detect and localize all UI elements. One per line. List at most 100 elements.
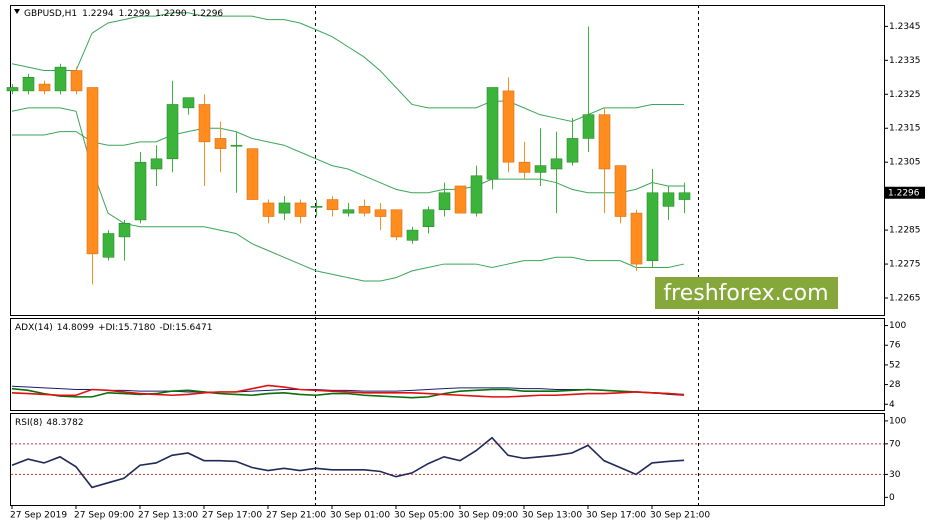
- x-tick-label: 27 Sep 21:00: [266, 511, 326, 521]
- candle-body: [262, 202, 275, 217]
- candle-body: [662, 192, 675, 207]
- indicator-line: [11, 384, 685, 398]
- indicator-line: [11, 436, 685, 489]
- chart-header: GBPUSD,H1 1.2294 1.2299 1.2290 1.2296: [24, 9, 223, 19]
- candle-body: [54, 66, 67, 92]
- y-tick-label: 28: [889, 380, 901, 390]
- candle-body: [278, 202, 291, 214]
- x-tick-label: 30 Sep 01:00: [330, 511, 390, 521]
- y-tick-label: 1.2345: [889, 22, 921, 32]
- candle-body: [566, 138, 579, 163]
- candle-body: [118, 223, 131, 238]
- candle-body: [406, 229, 419, 241]
- series-name: RSI(8): [15, 418, 42, 428]
- candle-body: [6, 87, 19, 92]
- indicator-line: [11, 387, 685, 399]
- menu-arrow: [14, 9, 20, 14]
- candle-body: [614, 165, 627, 217]
- y-tick-label: 100: [889, 321, 906, 331]
- candle-body: [582, 114, 595, 139]
- watermark-box: [655, 277, 838, 309]
- y-tick-label: 76: [889, 341, 901, 351]
- series-last-value: 48.3782: [46, 418, 83, 428]
- candle-body: [390, 209, 403, 238]
- x-tick-label: 27 Sep 09:00: [74, 511, 134, 521]
- x-tick-label: 30 Sep 21:00: [650, 511, 710, 521]
- indicator-header: RSI(8) 48.3782: [15, 418, 84, 428]
- main-panel: [10, 5, 885, 316]
- candle-body: [326, 199, 339, 211]
- header-low: 1.2290: [155, 9, 187, 19]
- current-price-box: [885, 186, 925, 199]
- header-open: 1.2294: [82, 9, 114, 19]
- series-last-value: 15.6471: [175, 323, 212, 333]
- indicator-line: [11, 385, 685, 396]
- candle-body: [470, 175, 483, 214]
- candle-body: [198, 104, 211, 143]
- x-tick-label: 27 Sep 17:00: [202, 511, 262, 521]
- candle-body: [166, 104, 179, 160]
- candle-body: [134, 161, 147, 221]
- series-name: -DI:: [159, 323, 175, 333]
- candle-body: [230, 144, 243, 147]
- candle-body: [246, 148, 259, 200]
- band-line: [11, 12, 684, 122]
- x-tick-label: 27 Sep 13:00: [138, 511, 198, 521]
- indicator-header: ADX(14) 14.8099 +DI:15.7180 -DI:15.6471: [15, 323, 212, 333]
- candle-body: [502, 90, 515, 163]
- y-tick-label: 1.2275: [889, 260, 921, 270]
- chart-title: GBPUSD,H1: [24, 9, 77, 19]
- candle-body: [86, 87, 99, 255]
- candle-body: [422, 209, 435, 228]
- y-tick-label: 52: [889, 360, 900, 370]
- header-high: 1.2299: [119, 9, 151, 19]
- header-close: 1.2296: [192, 9, 224, 19]
- candle-body: [70, 70, 83, 92]
- x-tick-label: 30 Sep 17:00: [586, 511, 646, 521]
- candle-body: [38, 83, 51, 92]
- watermark: freshforex.com: [663, 281, 828, 306]
- y-tick-label: 1.2325: [889, 90, 921, 100]
- x-tick-label: 27 Sep 2019: [10, 511, 67, 521]
- candle-body: [678, 192, 691, 200]
- x-tick-label: 30 Sep 13:00: [522, 511, 582, 521]
- y-tick-label: 30: [889, 470, 901, 480]
- y-tick-label: 1.2265: [889, 294, 921, 304]
- current-price-label: 1.2296: [888, 188, 920, 198]
- x-tick-label: 30 Sep 09:00: [458, 511, 518, 521]
- candle-body: [342, 209, 355, 214]
- band-line: [12, 127, 684, 194]
- series-name: ADX(14): [15, 323, 53, 333]
- candle-body: [518, 161, 531, 173]
- y-tick-label: 1.2305: [889, 158, 921, 168]
- candle-body: [182, 97, 195, 109]
- candle-body: [630, 212, 643, 265]
- series-name: +DI:: [98, 323, 118, 333]
- candle-body: [486, 87, 499, 180]
- candle-body: [102, 233, 115, 258]
- candle-body: [294, 202, 307, 217]
- x-tick-label: 30 Sep 05:00: [394, 511, 454, 521]
- candle-body: [550, 158, 563, 170]
- y-tick-label: 70: [889, 439, 901, 449]
- candle-body: [534, 165, 547, 173]
- series-last-value: 15.7180: [118, 323, 155, 333]
- candle-body: [150, 158, 163, 170]
- y-tick-label: 1.2335: [889, 56, 921, 66]
- y-tick-label: 1.2285: [889, 226, 921, 236]
- candle-body: [214, 138, 227, 149]
- candle-body: [438, 192, 451, 211]
- series-last-value: 14.8099: [57, 323, 94, 333]
- y-tick-label: 0: [889, 493, 895, 503]
- y-tick-label: 100: [889, 416, 906, 426]
- y-tick-label: 4: [889, 400, 895, 410]
- candle-body: [598, 114, 611, 170]
- candle-body: [646, 192, 659, 261]
- candle-body: [358, 206, 371, 214]
- candle-body: [310, 206, 323, 208]
- candle-body: [374, 209, 387, 217]
- candle-body: [454, 185, 467, 214]
- y-tick-label: 1.2315: [889, 124, 921, 134]
- rsi-panel: [10, 413, 885, 506]
